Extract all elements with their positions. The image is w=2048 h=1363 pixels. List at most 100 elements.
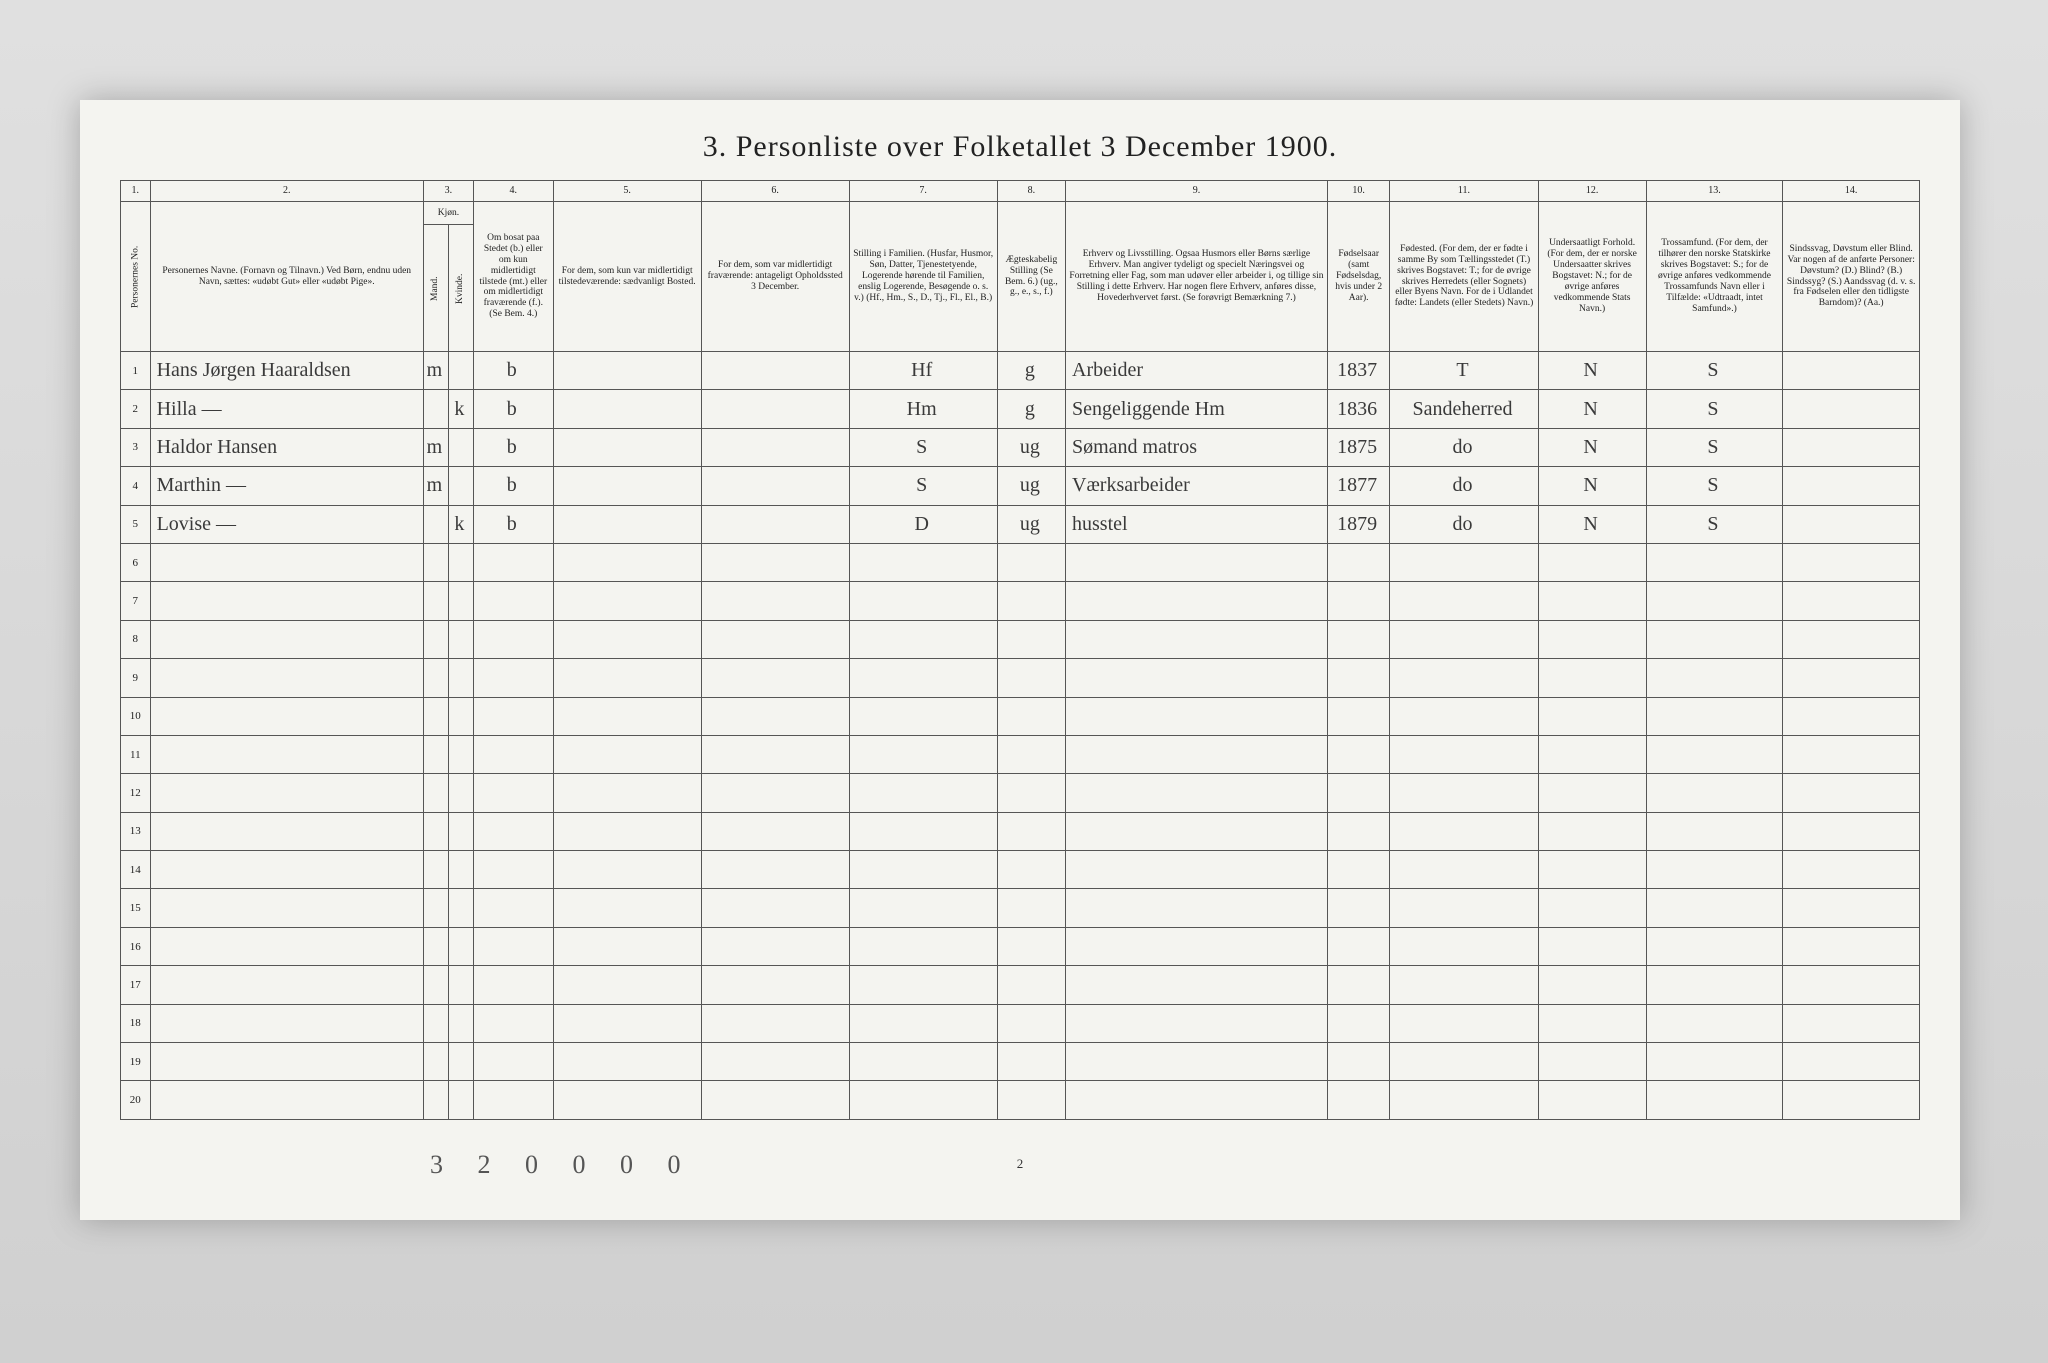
cell-occupation: Sengeliggende Hm <box>1066 390 1328 428</box>
cell-empty <box>1066 889 1328 927</box>
table-row-empty: 17 <box>121 966 1920 1004</box>
cell-residence: b <box>473 505 553 543</box>
table-row-empty: 9 <box>121 659 1920 697</box>
census-table: 1. 2. 3. 4. 5. 6. 7. 8. 9. 10. 11. 12. 1… <box>120 180 1920 1120</box>
cell-empty <box>1538 659 1646 697</box>
col-header: Om bosat paa Stedet (b.) eller om kun mi… <box>473 202 553 352</box>
col-header: Undersaatligt Forhold. (For dem, der er … <box>1538 202 1646 352</box>
cell-empty <box>701 659 849 697</box>
cell-family: S <box>849 467 997 505</box>
cell-disability <box>1783 428 1920 466</box>
cell-nationality: N <box>1538 467 1646 505</box>
cell-empty <box>423 1043 448 1081</box>
cell-empty <box>448 659 473 697</box>
cell-empty <box>1066 851 1328 889</box>
cell-empty <box>701 735 849 773</box>
cell-empty <box>1538 966 1646 1004</box>
cell-empty <box>473 543 553 581</box>
cell-empty <box>1066 620 1328 658</box>
cell-empty <box>997 620 1065 658</box>
page-title: 3. Personliste over Folketallet 3 Decemb… <box>80 130 1960 164</box>
col-header: Erhverv og Livsstilling. Ogsaa Husmors e… <box>1066 202 1328 352</box>
cell-disability <box>1783 390 1920 428</box>
cell-empty <box>701 1043 849 1081</box>
cell-col6 <box>701 467 849 505</box>
cell-empty <box>423 966 448 1004</box>
cell-empty <box>1646 774 1783 812</box>
table-row-empty: 19 <box>121 1043 1920 1081</box>
row-number: 13 <box>121 812 151 850</box>
cell-religion: S <box>1646 505 1783 543</box>
cell-col5 <box>553 352 701 390</box>
cell-empty <box>448 1081 473 1120</box>
cell-empty <box>553 851 701 889</box>
cell-family: Hf <box>849 352 997 390</box>
cell-empty <box>997 851 1065 889</box>
colnum: 5. <box>553 181 701 202</box>
cell-empty <box>1327 697 1390 735</box>
cell-empty <box>423 620 448 658</box>
cell-empty <box>1390 774 1538 812</box>
cell-empty <box>423 927 448 965</box>
cell-sex-k <box>448 467 473 505</box>
cell-marital: g <box>997 390 1065 428</box>
cell-empty <box>1390 620 1538 658</box>
cell-empty <box>423 889 448 927</box>
cell-empty <box>1646 1081 1783 1120</box>
cell-empty <box>1390 812 1538 850</box>
colnum: 1. <box>121 181 151 202</box>
col-header: Ægteskabelig Stilling (Se Bem. 6.) (ug.,… <box>997 202 1065 352</box>
cell-empty <box>1538 697 1646 735</box>
colnum: 12. <box>1538 181 1646 202</box>
cell-empty <box>701 582 849 620</box>
cell-occupation: Sømand matros <box>1066 428 1328 466</box>
table-row: 2Hilla —kbHmgSengeliggende Hm1836Sandehe… <box>121 390 1920 428</box>
col-subheader: Kvinde. <box>448 225 473 352</box>
row-number: 18 <box>121 1004 151 1042</box>
cell-occupation: husstel <box>1066 505 1328 543</box>
row-number: 4 <box>121 467 151 505</box>
row-number: 5 <box>121 505 151 543</box>
cell-empty <box>1646 620 1783 658</box>
cell-empty <box>1066 697 1328 735</box>
cell-empty <box>1646 659 1783 697</box>
cell-birthplace: do <box>1390 505 1538 543</box>
cell-empty <box>1390 659 1538 697</box>
cell-empty <box>553 774 701 812</box>
colnum: 2. <box>150 181 423 202</box>
table-row: 4Marthin —mbSugVærksarbeider1877doNS <box>121 467 1920 505</box>
table-row: 5Lovise —kbDughusstel1879doNS <box>121 505 1920 543</box>
cell-empty <box>1066 1043 1328 1081</box>
cell-empty <box>701 774 849 812</box>
cell-empty <box>997 774 1065 812</box>
cell-empty <box>1327 927 1390 965</box>
cell-empty <box>473 966 553 1004</box>
cell-empty <box>423 851 448 889</box>
row-number: 2 <box>121 390 151 428</box>
cell-empty <box>997 927 1065 965</box>
cell-empty <box>997 735 1065 773</box>
page-number: 2 <box>1017 1156 1024 1172</box>
cell-empty <box>1538 620 1646 658</box>
cell-empty <box>1066 735 1328 773</box>
cell-nationality: N <box>1538 428 1646 466</box>
cell-empty <box>448 543 473 581</box>
cell-empty <box>1327 889 1390 927</box>
cell-empty <box>150 1081 423 1120</box>
colnum: 4. <box>473 181 553 202</box>
row-number: 10 <box>121 697 151 735</box>
colnum: 9. <box>1066 181 1328 202</box>
cell-empty <box>1390 966 1538 1004</box>
cell-col5 <box>553 467 701 505</box>
cell-empty <box>1783 889 1920 927</box>
cell-empty <box>849 889 997 927</box>
col-header: Fødested. (For dem, der er fødte i samme… <box>1390 202 1538 352</box>
cell-empty <box>1390 927 1538 965</box>
col-header: Kjøn. <box>423 202 473 225</box>
cell-occupation: Arbeider <box>1066 352 1328 390</box>
colnum: 3. <box>423 181 473 202</box>
cell-birthplace: T <box>1390 352 1538 390</box>
cell-empty <box>423 774 448 812</box>
cell-family: S <box>849 428 997 466</box>
table-row-empty: 16 <box>121 927 1920 965</box>
